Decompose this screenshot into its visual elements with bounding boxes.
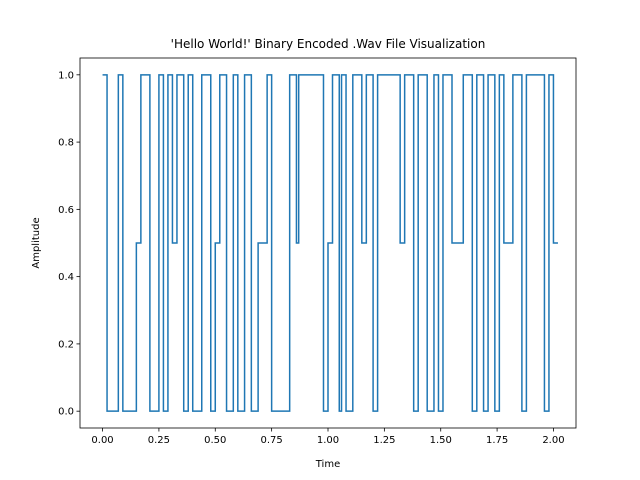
y-tick-label: 0.8	[58, 138, 74, 149]
x-tick-label: 1.25	[373, 435, 395, 446]
y-tick-label: 1.0	[58, 70, 74, 81]
y-axis: 0.0 0.2 0.4 0.6 0.8 1.0	[58, 70, 80, 418]
x-tick-label: 1.50	[430, 435, 452, 446]
x-tick-label: 0.75	[261, 435, 283, 446]
x-tick-label: 0.25	[148, 435, 170, 446]
plot-frame	[79, 57, 577, 429]
y-tick-label: 0.2	[58, 339, 74, 350]
series-line	[102, 74, 558, 412]
y-tick-label: 0.0	[58, 407, 74, 418]
chart-title: 'Hello World!' Binary Encoded .Wav File …	[171, 37, 486, 51]
y-tick-label: 0.6	[58, 205, 74, 216]
x-tick-label: 1.00	[317, 435, 339, 446]
x-tick-label: 0.00	[91, 435, 113, 446]
x-tick-label: 0.50	[204, 435, 226, 446]
x-tick-label: 1.75	[486, 435, 508, 446]
x-axis: 0.00 0.25 0.50 0.75 1.00 1.25 1.50 1.75 2.00	[91, 428, 565, 446]
plot-area	[102, 74, 558, 412]
x-axis-label: Time	[315, 459, 340, 470]
x-tick-label: 2.00	[542, 435, 564, 446]
y-axis-label: Amplitude	[31, 217, 42, 268]
y-tick-label: 0.4	[58, 272, 74, 283]
